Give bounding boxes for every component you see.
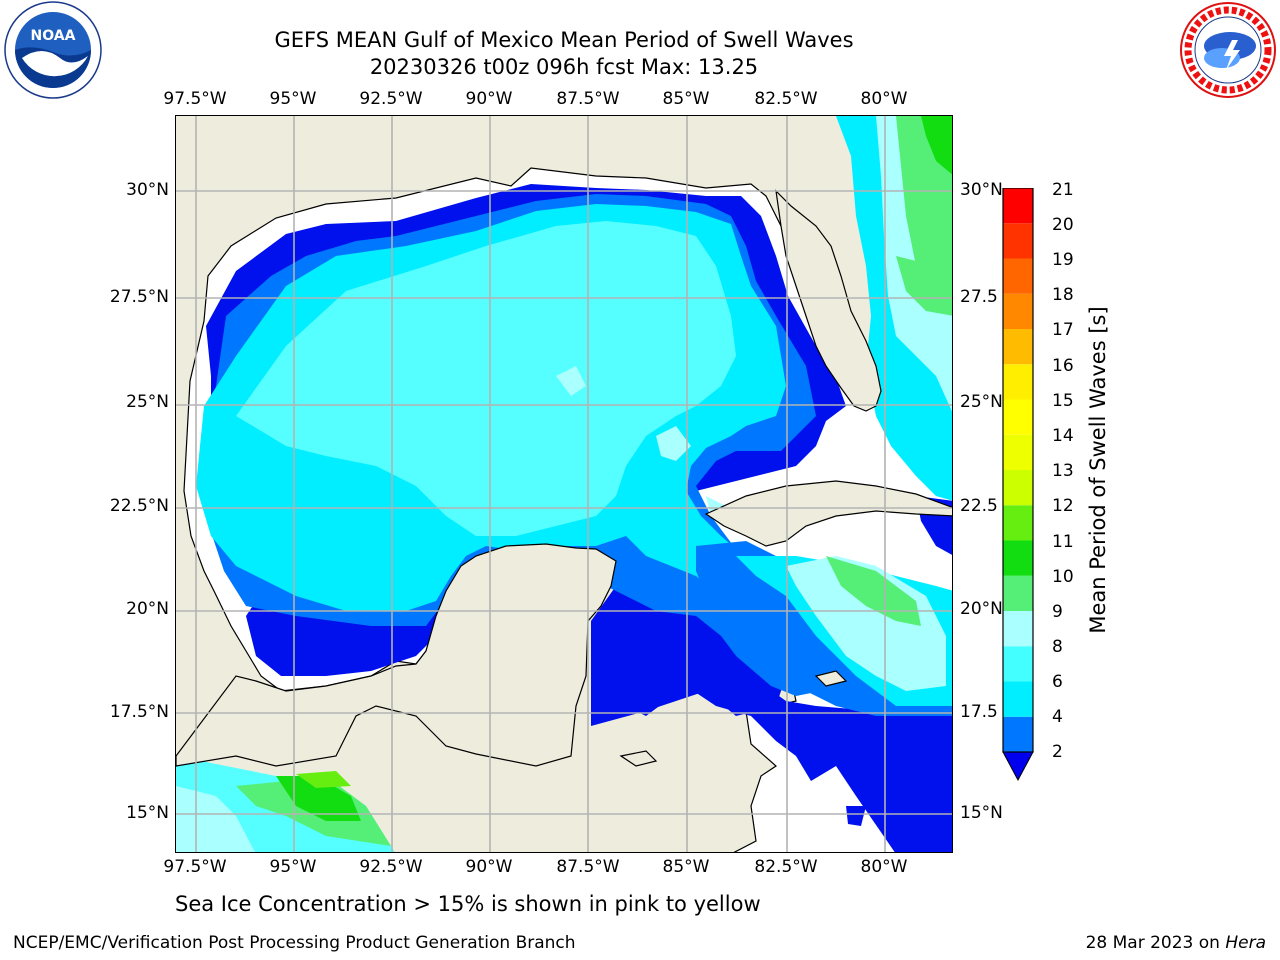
lon-tick-top: 87.5°W — [556, 89, 620, 109]
lat-tick-left: 17.5°N — [109, 702, 169, 722]
colorbar-tick-label: 11 — [1052, 532, 1074, 552]
map-gridlines — [176, 116, 952, 852]
colorbar-bin — [1003, 470, 1033, 506]
colorbar-tick-label: 2 — [1052, 742, 1063, 762]
lat-tick-right: 27.5 — [960, 287, 998, 307]
colorbar-bin — [1003, 434, 1033, 470]
colorbar-tick-label: 12 — [1052, 496, 1074, 516]
colorbar-bin — [1003, 611, 1033, 647]
lat-tick-left: 22.5°N — [109, 496, 169, 516]
colorbar-bin — [1003, 258, 1033, 294]
colorbar-tick-label: 20 — [1052, 215, 1074, 235]
lat-tick-right: 17.5 — [960, 702, 998, 722]
lon-tick-bottom: 87.5°W — [556, 857, 620, 877]
footer-organization: NCEP/EMC/Verification Post Processing Pr… — [13, 933, 576, 953]
lat-tick-left: 27.5°N — [109, 287, 169, 307]
coastline-land — [176, 189, 952, 767]
lat-tick-left: 20°N — [126, 599, 169, 619]
colorbar-tick-label: 14 — [1052, 426, 1074, 446]
colorbar-tick-label: 8 — [1052, 637, 1063, 657]
lat-tick-right: 15°N — [960, 803, 1003, 823]
colorbar-tick-label: 21 — [1052, 180, 1074, 200]
lon-tick-bottom: 80°W — [860, 857, 908, 877]
colorbar-bin — [1003, 505, 1033, 541]
colorbar-outline — [1002, 188, 1034, 753]
colorbar-tick-label: 6 — [1052, 672, 1063, 692]
colorbar-under-triangle — [1002, 751, 1034, 782]
footer-date: 28 Mar 2023 on Hera — [1086, 933, 1266, 953]
colorbar-bin — [1003, 399, 1033, 435]
noaa-logo-text: NOAA — [31, 28, 76, 44]
colorbar-bin — [1003, 646, 1033, 682]
map-title: GEFS MEAN Gulf of Mexico Mean Period of … — [274, 28, 854, 52]
lon-tick-bottom: 85°W — [662, 857, 710, 877]
colorbar-tick-label: 16 — [1052, 356, 1074, 376]
colorbar — [1002, 188, 1034, 782]
colorbar-tick-label: 13 — [1052, 461, 1074, 481]
gulf-swell-period-map — [175, 115, 953, 853]
lon-tick-top: 97.5°W — [163, 89, 227, 109]
footer-host: Hera — [1225, 933, 1266, 953]
lon-tick-top: 82.5°W — [754, 89, 818, 109]
lat-tick-right: 20°N — [960, 599, 1003, 619]
colorbar-tick-label: 4 — [1052, 707, 1063, 727]
lon-tick-top: 95°W — [269, 89, 317, 109]
colorbar-bin — [1003, 293, 1033, 329]
colorbar-bin — [1003, 716, 1033, 752]
colorbar-bin — [1003, 681, 1033, 717]
lat-tick-left: 15°N — [126, 803, 169, 823]
colorbar-tick-label: 10 — [1052, 567, 1074, 587]
lat-tick-right: 25°N — [960, 392, 1003, 412]
lon-tick-bottom: 90°W — [465, 857, 513, 877]
lat-tick-right: 22.5 — [960, 496, 998, 516]
colorbar-tick-label: 15 — [1052, 391, 1074, 411]
lat-tick-right: 30°N — [960, 180, 1003, 200]
colorbar-bin — [1003, 188, 1033, 224]
lon-tick-bottom: 97.5°W — [163, 857, 227, 877]
map-canvas — [176, 116, 952, 852]
lat-tick-left: 30°N — [126, 180, 169, 200]
lon-tick-top: 92.5°W — [359, 89, 423, 109]
footer-date-text: 28 Mar 2023 on — [1085, 933, 1220, 953]
lon-tick-top: 85°W — [662, 89, 710, 109]
lon-tick-top: 80°W — [860, 89, 908, 109]
colorbar-bin — [1003, 575, 1033, 611]
colorbar-bin — [1003, 223, 1033, 259]
sea-ice-note: Sea Ice Concentration > 15% is shown in … — [175, 892, 761, 916]
lon-tick-bottom: 95°W — [269, 857, 317, 877]
lon-tick-bottom: 92.5°W — [359, 857, 423, 877]
colorbar-bin — [1003, 364, 1033, 400]
lon-tick-bottom: 82.5°W — [754, 857, 818, 877]
lat-tick-left: 25°N — [126, 392, 169, 412]
noaa-logo-icon: NOAA — [2, 0, 104, 100]
colorbar-title: Mean Period of Swell Waves [s] — [1086, 306, 1110, 634]
colorbar-bin — [1003, 540, 1033, 576]
lon-tick-top: 90°W — [465, 89, 513, 109]
map-subtitle: 20230326 t00z 096h fcst Max: 13.25 — [369, 55, 759, 79]
nws-logo-icon — [1178, 0, 1278, 100]
colorbar-tick-label: 17 — [1052, 320, 1074, 340]
colorbar-bin — [1003, 329, 1033, 365]
colorbar-tick-label: 18 — [1052, 285, 1074, 305]
colorbar-tick-label: 9 — [1052, 602, 1063, 622]
colorbar-tick-label: 19 — [1052, 250, 1074, 270]
